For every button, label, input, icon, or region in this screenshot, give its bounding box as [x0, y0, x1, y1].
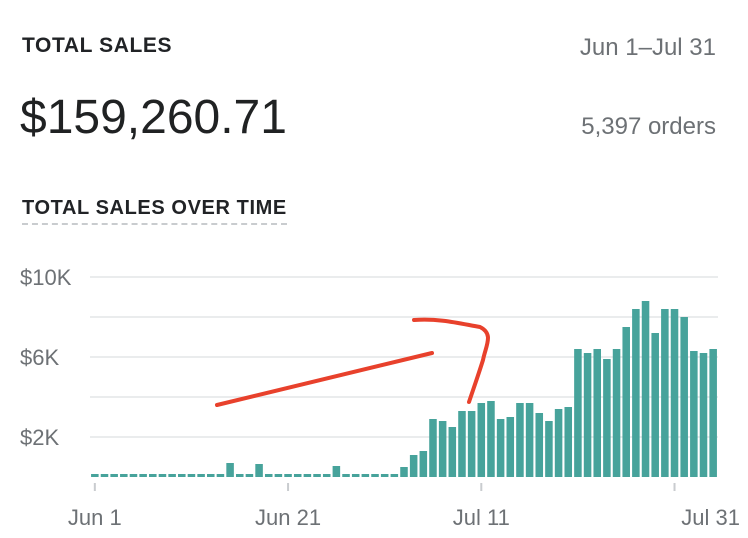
- bar[interactable]: [477, 403, 486, 477]
- x-tick-label: Jun 21: [255, 505, 321, 530]
- chart-bars: [91, 301, 717, 477]
- bar[interactable]: [467, 411, 476, 477]
- bar[interactable]: [390, 474, 399, 477]
- bar[interactable]: [661, 309, 669, 477]
- bar[interactable]: [322, 474, 331, 477]
- bar[interactable]: [158, 474, 167, 477]
- bar[interactable]: [593, 349, 601, 477]
- bar[interactable]: [313, 474, 321, 477]
- bar[interactable]: [699, 353, 708, 477]
- bar[interactable]: [361, 474, 370, 477]
- bar[interactable]: [458, 411, 466, 477]
- bar[interactable]: [603, 359, 611, 477]
- bar[interactable]: [680, 317, 688, 477]
- bar[interactable]: [187, 474, 196, 477]
- bar[interactable]: [303, 474, 312, 477]
- y-tick-label: $2K: [20, 425, 59, 450]
- bar[interactable]: [342, 474, 350, 477]
- bar[interactable]: [129, 474, 138, 477]
- bar[interactable]: [429, 419, 437, 477]
- bar[interactable]: [149, 474, 157, 477]
- bar[interactable]: [120, 474, 128, 477]
- bar[interactable]: [400, 467, 408, 477]
- y-tick-label: $6K: [20, 345, 59, 370]
- bar[interactable]: [487, 401, 495, 477]
- x-tick-label: Jun 1: [68, 505, 122, 530]
- bar[interactable]: [641, 301, 650, 477]
- bar[interactable]: [197, 474, 205, 477]
- bar[interactable]: [564, 407, 573, 477]
- y-axis-labels: $10K $6K $2K: [20, 265, 72, 450]
- bar[interactable]: [216, 474, 225, 477]
- bar[interactable]: [690, 351, 698, 477]
- bar[interactable]: [255, 464, 263, 477]
- bar[interactable]: [178, 474, 186, 477]
- bar[interactable]: [91, 474, 99, 477]
- bar[interactable]: [100, 474, 109, 477]
- bar[interactable]: [284, 474, 292, 477]
- bar[interactable]: [264, 474, 273, 477]
- bar[interactable]: [506, 417, 515, 477]
- bar[interactable]: [554, 409, 563, 477]
- bar[interactable]: [139, 474, 147, 477]
- bar[interactable]: [545, 421, 553, 477]
- bar[interactable]: [207, 474, 215, 477]
- bar[interactable]: [612, 349, 621, 477]
- bar[interactable]: [274, 474, 283, 477]
- x-axis: Jun 1 Jun 21 Jul 11 Jul 31: [68, 483, 740, 530]
- bar[interactable]: [535, 413, 544, 477]
- bar[interactable]: [632, 309, 640, 477]
- bar[interactable]: [574, 349, 582, 477]
- bar[interactable]: [583, 353, 592, 477]
- x-tick-label: Jul 11: [453, 505, 510, 530]
- bar[interactable]: [293, 474, 302, 477]
- chart-title[interactable]: TOTAL SALES OVER TIME: [22, 197, 287, 225]
- bar[interactable]: [622, 327, 630, 477]
- handwritten-annotation: [215, 317, 490, 407]
- total-sales-value: $159,260.71: [20, 91, 287, 144]
- order-count: 5,397 orders: [581, 113, 716, 140]
- bar[interactable]: [438, 421, 447, 477]
- date-range[interactable]: Jun 1–Jul 31: [579, 34, 716, 61]
- bar[interactable]: [670, 309, 679, 477]
- bar[interactable]: [110, 474, 118, 477]
- total-sales-heading: TOTAL SALES: [22, 34, 173, 57]
- bar[interactable]: [709, 349, 717, 477]
- y-tick-label: $10K: [20, 265, 72, 290]
- bar[interactable]: [168, 474, 176, 477]
- bar[interactable]: [226, 463, 234, 477]
- bar[interactable]: [409, 455, 418, 477]
- bar[interactable]: [448, 427, 457, 477]
- annotation-stroke: [215, 317, 490, 407]
- bar[interactable]: [351, 474, 360, 477]
- bar[interactable]: [371, 474, 379, 477]
- bar[interactable]: [235, 474, 244, 477]
- bar[interactable]: [245, 474, 254, 477]
- bar[interactable]: [525, 403, 534, 477]
- bar[interactable]: [419, 451, 428, 477]
- bar[interactable]: [516, 403, 524, 477]
- bar[interactable]: [651, 333, 659, 477]
- bar[interactable]: [496, 419, 505, 477]
- bar[interactable]: [380, 474, 389, 477]
- bar[interactable]: [332, 466, 341, 477]
- x-tick-label: Jul 31: [681, 505, 740, 530]
